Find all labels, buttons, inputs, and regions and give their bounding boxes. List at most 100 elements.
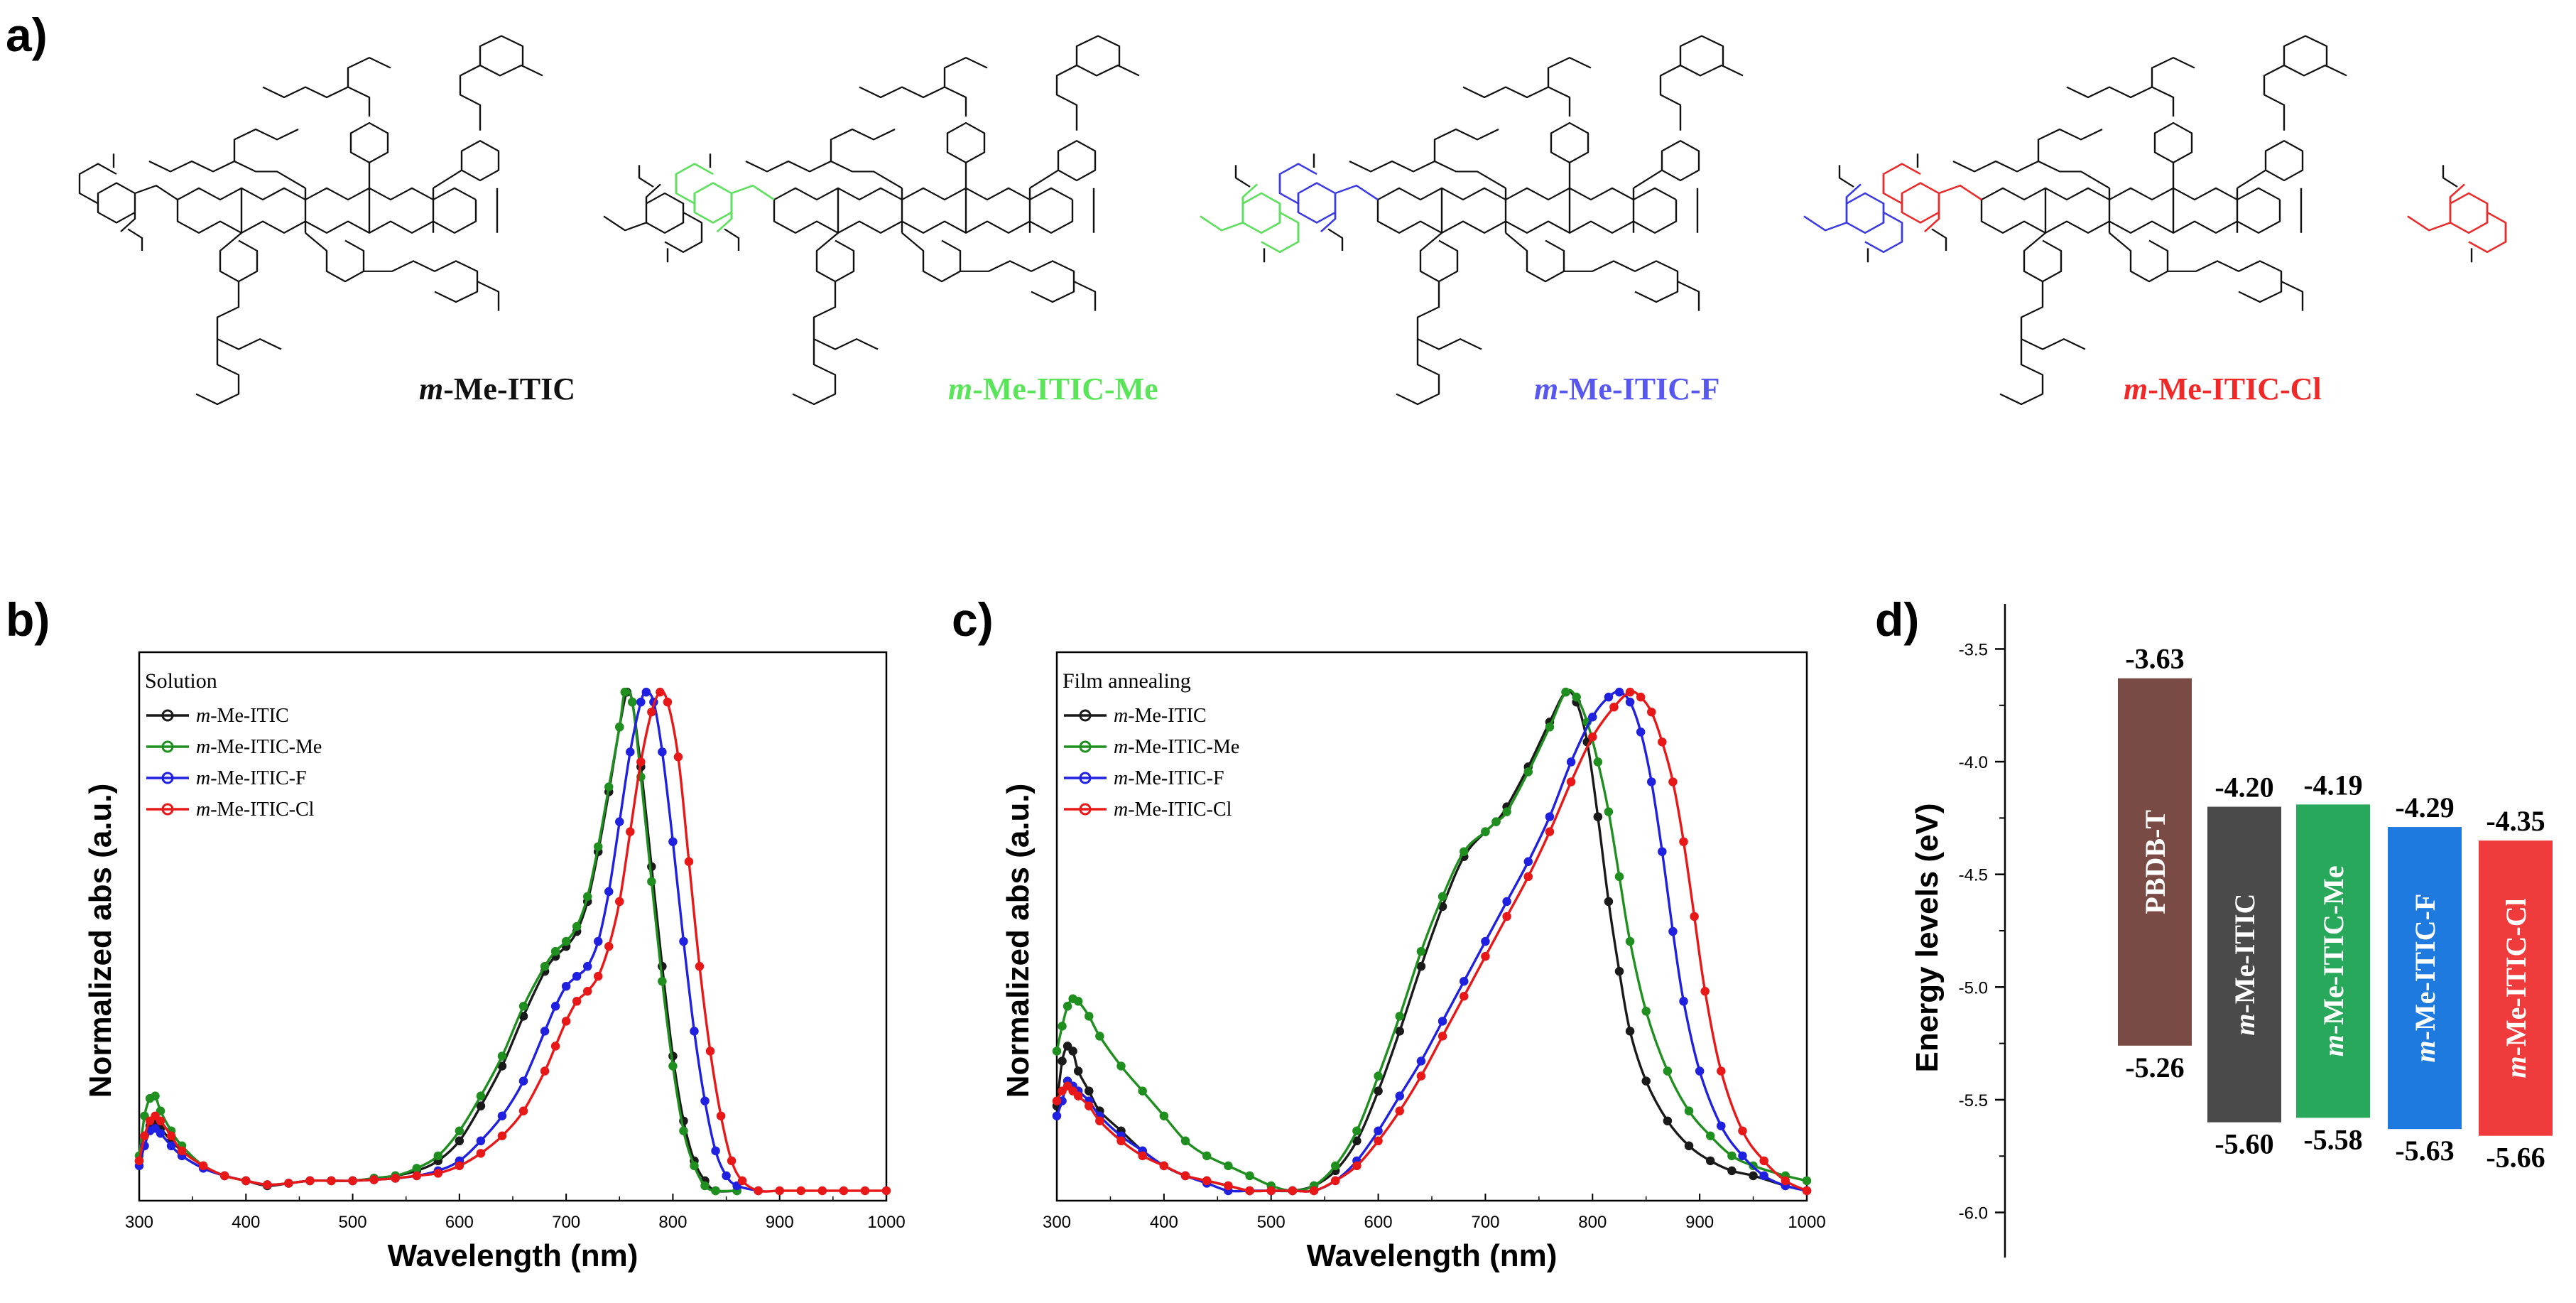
data-point [647,707,656,717]
data-point [1159,1161,1169,1171]
data-point [1374,1086,1383,1096]
data-point [1759,1156,1768,1166]
data-point [737,1176,747,1186]
data-point [1116,1061,1126,1071]
data-point [615,817,624,826]
data-point [722,1171,731,1181]
lumo-label: -3.63 [2125,643,2184,675]
homo-label: -5.26 [2125,1051,2184,1083]
data-point [1245,1171,1254,1181]
bar-label: PBDB-T [2139,810,2171,914]
series-line [1055,690,1808,1193]
legend-item: m-Me-ITIC [196,705,289,727]
legend-item: m-Me-ITIC-Cl [196,799,315,821]
data-point [1647,707,1656,717]
data-point [593,971,603,981]
data-point [1727,1166,1737,1176]
legend-item-prefix: m [196,799,210,821]
data-point [1572,692,1581,702]
molecule-structure-2 [675,35,1300,406]
energy-bar [2296,804,2370,1118]
data-point [540,1066,550,1076]
data-point [1717,1121,1726,1130]
data-point [1658,737,1667,747]
data-point [412,1164,421,1173]
data-point [656,687,665,697]
data-point [1224,1181,1233,1191]
panel-label-d: d) [1875,593,1919,646]
series-line [138,690,886,1193]
bar-label-prefix: m [2409,1040,2441,1062]
legend-item-prefix: m [1114,799,1128,821]
lumo-label: -4.20 [2214,772,2273,804]
data-point [1438,892,1447,902]
data-point [348,1176,357,1186]
data-point [1705,1131,1715,1141]
data-point [166,1141,176,1151]
data-point [1159,1111,1169,1120]
legend-marker [1079,772,1092,784]
data-point [1738,1126,1747,1135]
data-point [1604,692,1614,702]
data-point [716,1111,726,1120]
legend-title: Solution [145,669,217,693]
x-tick-label: 900 [1685,1213,1714,1232]
data-point [550,1042,560,1051]
x-tick-label: 1000 [1788,1213,1825,1232]
legend-item: m-Me-ITIC-Cl [1114,799,1232,821]
data-point [1636,692,1646,702]
data-point [775,1186,784,1196]
data-point [1245,1186,1254,1196]
data-point [860,1186,870,1196]
data-point [1352,1126,1362,1135]
data-point [1593,812,1603,821]
x-axis-title: Wavelength (nm) [1307,1238,1558,1273]
data-point [145,1116,155,1125]
legend-item-prefix: m [196,767,210,789]
legend-item-name: -Me-ITIC [1128,705,1206,727]
data-point [663,697,673,707]
legend-title: Film annealing [1063,669,1191,693]
data-point [1545,827,1555,836]
data-point [700,1096,710,1105]
data-point [690,1027,699,1036]
panel-label-b: b) [6,593,50,646]
data-point [1073,1066,1083,1076]
data-point [1085,1086,1094,1096]
data-point [151,1111,160,1120]
data-point [1058,1022,1067,1031]
data-point [1416,946,1426,956]
data-point [615,723,624,732]
data-point [1095,1032,1104,1041]
legend-item-prefix: m [196,705,210,727]
energy-bar [2207,806,2281,1123]
data-point [582,892,592,902]
x-tick-label: 800 [658,1213,687,1232]
data-point [628,697,637,707]
data-point [1063,1042,1072,1051]
data-point [658,976,667,986]
data-point [1802,1176,1812,1186]
data-point [1073,997,1083,1006]
data-point [1068,1047,1077,1056]
molecule-name-1: m-Me-ITIC [419,372,575,406]
data-point [1561,687,1570,697]
data-point [1588,712,1597,722]
data-point [1481,827,1490,836]
data-point [391,1174,400,1183]
data-point [412,1171,421,1181]
data-point [658,747,667,757]
series-line [1055,690,1808,1193]
energy-bar [2388,827,2462,1130]
data-point [1690,912,1699,921]
data-point [582,961,592,971]
lumo-label: -4.35 [2486,805,2545,837]
data-point [1523,872,1533,882]
legend-marker [161,709,174,722]
x-tick-label: 700 [1471,1213,1499,1232]
data-point [1063,1002,1072,1011]
data-point [1180,1136,1190,1146]
legend-marker [1079,709,1092,722]
x-tick-label: 400 [232,1213,260,1232]
data-point [561,1017,571,1026]
